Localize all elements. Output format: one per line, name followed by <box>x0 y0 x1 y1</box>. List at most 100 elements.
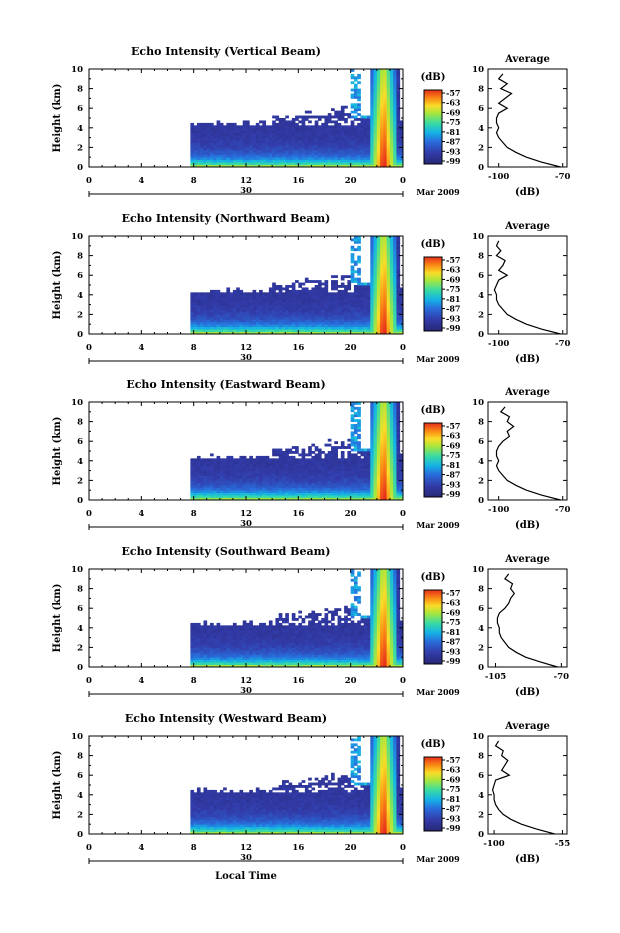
profile-title: Average <box>504 221 550 232</box>
x-tick-label: 4 <box>138 343 144 353</box>
y-tick-label: 6 <box>77 437 83 447</box>
profile-y-tick: 2 <box>478 643 484 653</box>
y-tick-label: 8 <box>77 85 83 95</box>
profile-y-tick: 10 <box>472 65 484 75</box>
y-tick-label: 4 <box>77 124 83 134</box>
panel-title: Echo Intensity (Vertical Beam) <box>131 45 321 58</box>
y-tick-label: 4 <box>77 624 83 634</box>
colorbar-tick: -69 <box>446 607 461 617</box>
profile-x-tick: -70 <box>555 505 570 515</box>
profile-y-tick: 8 <box>478 585 484 595</box>
colorbar-tick: -69 <box>446 440 461 450</box>
y-axis-label: Height (km) <box>52 417 63 486</box>
x-tick-label: 12 <box>240 176 252 186</box>
x-tick-label: 8 <box>191 509 197 519</box>
colorbar-tick: -57 <box>446 421 460 431</box>
y-tick-label: 10 <box>71 65 83 75</box>
heatmap <box>190 402 403 500</box>
date-label: 30 <box>240 353 252 363</box>
month-label: Mar 2009 <box>416 687 460 697</box>
y-tick-label: 6 <box>77 104 83 114</box>
colorbar-tick: -75 <box>446 284 460 294</box>
profile-y-tick: 0 <box>478 163 484 173</box>
colorbar: -57-63-69-75-81-87-93-99 <box>424 255 461 333</box>
date-label: 30 <box>240 186 252 196</box>
y-axis-label: Height (km) <box>52 751 63 820</box>
x-tick-label: 8 <box>191 176 197 186</box>
colorbar-tick: -93 <box>446 646 461 656</box>
colorbar-tick: -69 <box>446 774 461 784</box>
colorbar-tick: -57 <box>446 755 460 765</box>
y-tick-label: 2 <box>77 476 83 486</box>
colorbar-tick: -87 <box>446 304 460 314</box>
colorbar-unit: (dB) <box>421 239 446 250</box>
colorbar: -57-63-69-75-81-87-93-99 <box>424 88 461 166</box>
heatmap <box>190 236 403 334</box>
profile-x-label: (dB) <box>515 187 540 198</box>
x-tick-label: 4 <box>138 676 144 686</box>
colorbar-tick: -81 <box>446 794 460 804</box>
profile-y-tick: 8 <box>478 252 484 262</box>
x-tick-label: 4 <box>138 176 144 186</box>
month-label: Mar 2009 <box>416 520 460 530</box>
y-tick-label: 6 <box>77 271 83 281</box>
colorbar-tick: -75 <box>446 117 460 127</box>
profile-y-tick: 4 <box>478 457 484 467</box>
profile-x-tick: -100 <box>488 172 509 182</box>
colorbar-tick: -99 <box>446 489 461 499</box>
y-tick-label: 6 <box>77 771 83 781</box>
y-axis-label: Height (km) <box>52 251 63 320</box>
y-tick-label: 2 <box>77 310 83 320</box>
y-tick-label: 10 <box>71 398 83 408</box>
x-tick-label: 20 <box>345 509 357 519</box>
colorbar-tick: -87 <box>446 637 460 647</box>
profile-frame <box>488 402 567 500</box>
profile-y-tick: 6 <box>478 604 484 614</box>
y-tick-label: 8 <box>77 585 83 595</box>
profile-frame <box>488 236 567 334</box>
y-tick-label: 8 <box>77 418 83 428</box>
colorbar: -57-63-69-75-81-87-93-99 <box>424 755 461 833</box>
x-tick-label: 16 <box>292 509 304 519</box>
y-axis-label: Height (km) <box>52 84 63 153</box>
colorbar-tick: -57 <box>446 588 460 598</box>
colorbar-tick: -63 <box>446 598 461 608</box>
x-tick-label: 12 <box>240 843 252 853</box>
x-tick-label: 0 <box>86 343 92 353</box>
x-tick-label: 0 <box>400 676 406 686</box>
x-tick-label: 0 <box>400 343 406 353</box>
x-tick-label: 4 <box>138 509 144 519</box>
profile-line <box>497 407 561 500</box>
colorbar: -57-63-69-75-81-87-93-99 <box>424 588 461 666</box>
panel-title: Echo Intensity (Northward Beam) <box>122 212 331 225</box>
month-label: Mar 2009 <box>416 854 460 864</box>
y-tick-label: 0 <box>77 830 83 840</box>
date-label: 30 <box>240 853 252 863</box>
profile-x-tick: -70 <box>555 172 570 182</box>
y-tick-label: 0 <box>77 330 83 340</box>
colorbar-unit: (dB) <box>421 72 446 83</box>
month-label: Mar 2009 <box>416 187 460 197</box>
profile-x-tick: -100 <box>488 505 509 515</box>
colorbar-tick: -81 <box>446 294 460 304</box>
colorbar-tick: -99 <box>446 323 461 333</box>
profile-y-tick: 10 <box>472 398 484 408</box>
colorbar-unit: (dB) <box>421 572 446 583</box>
panel-2: Echo Intensity (Northward Beam)0246810He… <box>52 212 570 365</box>
profile-x-label: (dB) <box>515 354 540 365</box>
panel-title: Echo Intensity (Eastward Beam) <box>126 378 325 391</box>
profile-y-tick: 2 <box>478 310 484 320</box>
x-tick-label: 0 <box>400 509 406 519</box>
profile-y-tick: 10 <box>472 565 484 575</box>
colorbar-tick: -81 <box>446 127 460 137</box>
profile-y-tick: 0 <box>478 663 484 673</box>
profile-x-tick: -70 <box>555 339 570 349</box>
y-tick-label: 0 <box>77 663 83 673</box>
x-tick-label: 20 <box>345 676 357 686</box>
colorbar-tick: -87 <box>446 137 460 147</box>
